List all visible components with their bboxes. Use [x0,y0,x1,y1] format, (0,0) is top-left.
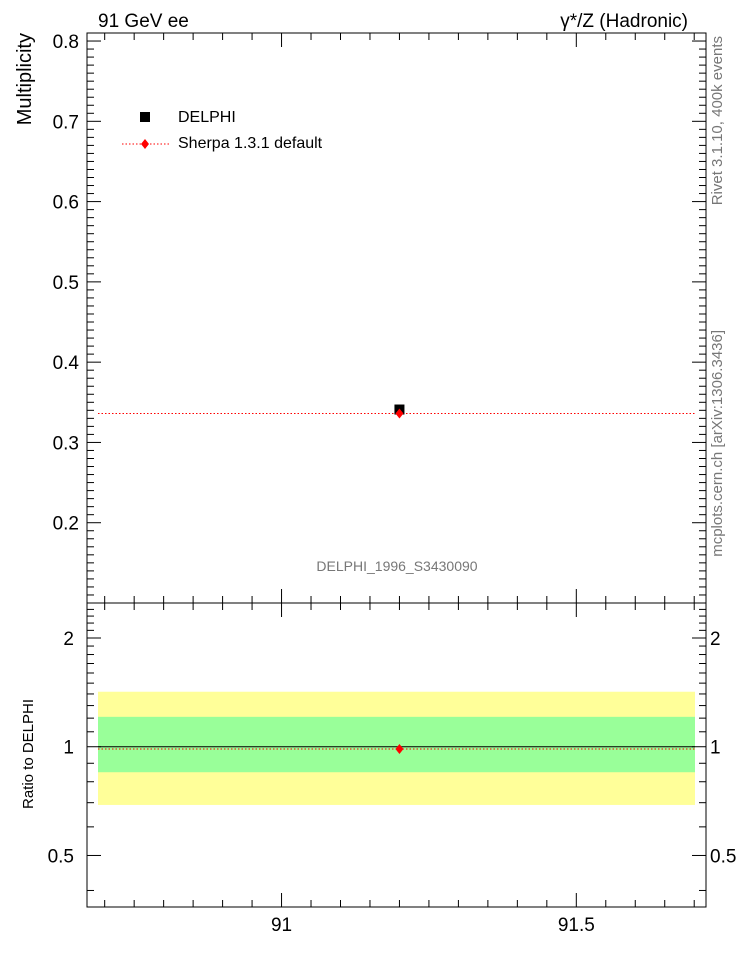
main-y-axis-label: Multiplicity [14,33,36,125]
legend-delphi-label: DELPHI [178,109,236,126]
main-y-tick-label: 0.7 [53,112,79,133]
ratio-bands [98,691,695,805]
right-title: γ*/Z (Hadronic) [560,11,688,32]
analysis-label: DELPHI_1996_S3430090 [316,558,477,574]
legend: DELPHI Sherpa 1.3.1 default [122,109,323,152]
left-title: 91 GeV ee [98,11,189,32]
main-y-tick-label: 0.2 [53,514,79,535]
main-y-tick-label: 0.6 [53,193,79,214]
x-tick-label: 91.5 [558,915,595,936]
main-y-ticks: 0.2 0.3 0.4 0.5 0.6 0.7 0.8 [53,32,706,596]
legend-delphi-marker [140,112,150,122]
ratio-y-ticks: 0.5 0.5 1 1 2 2 [48,608,736,891]
ratio-y-axis-label: Ratio to DELPHI [20,699,37,809]
ratio-panel: 0.5 0.5 1 1 2 2 91 91.5 Ratio to DELPHI [20,602,736,936]
sherpa-data-point [395,408,404,419]
main-y-tick-label: 0.4 [53,353,80,374]
main-y-tick-label: 0.8 [53,32,79,53]
rivet-label: Rivet 3.1.10, 400k events [709,36,726,205]
x-tick-label: 91 [271,915,292,936]
main-x-ticks [104,33,695,603]
main-y-tick-label: 0.5 [53,273,79,294]
ratio-y-tick-label: 0.5 [48,846,74,867]
ratio-uncertainty-band [98,716,695,773]
main-y-tick-label: 0.3 [53,433,79,454]
ratio-sherpa-data-point [395,743,404,754]
ratio-y-tick-label-right: 2 [710,629,721,650]
legend-sherpa-marker [141,139,149,149]
ratio-y-tick-label-right: 0.5 [710,846,736,867]
legend-sherpa-label: Sherpa 1.3.1 default [178,135,323,152]
ratio-x-ticks: 91 91.5 [104,603,695,936]
ratio-y-tick-label-right: 1 [710,738,721,759]
mcplots-label: mcplots.cern.ch [arXiv:1306.3436] [709,330,726,557]
ratio-y-tick-label: 1 [63,738,74,759]
ratio-y-tick-label: 2 [63,629,74,650]
main-panel: Multiplicity 0.2 0.3 0.4 0.5 0.6 0.7 0.8 DELPH… [14,32,707,604]
ratio-plot-frame [86,602,707,908]
